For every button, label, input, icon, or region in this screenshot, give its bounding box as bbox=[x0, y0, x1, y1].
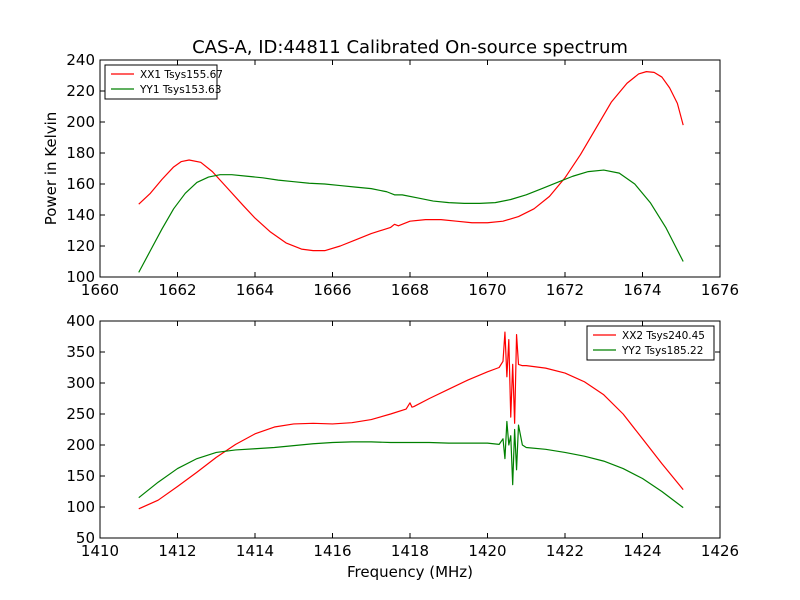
y-tick-label: 100 bbox=[66, 268, 95, 286]
y-tick-label: 100 bbox=[66, 498, 95, 516]
y-tick-label: 50 bbox=[76, 529, 95, 547]
x-tick-label: 1676 bbox=[701, 281, 739, 299]
chart-title: CAS-A, ID:44811 Calibrated On-source spe… bbox=[192, 37, 628, 58]
x-tick-label: 1416 bbox=[313, 542, 351, 560]
series-line-top-2 bbox=[138, 169, 684, 273]
legend-label: XX2 Tsys240.45 bbox=[622, 330, 705, 342]
legend-top: XX1 Tsys155.67 YY1 Tsys153.63 bbox=[104, 64, 223, 100]
legend-bottom: XX2 Tsys240.45 YY2 Tsys185.22 bbox=[586, 325, 715, 361]
x-tick-label: 1660 bbox=[81, 281, 119, 299]
y-tick-label: 300 bbox=[66, 374, 95, 392]
legend-frame bbox=[586, 325, 715, 361]
y-tick-label: 240 bbox=[66, 51, 95, 69]
series-line-bottom-1 bbox=[138, 331, 684, 510]
x-tick-label: 1666 bbox=[313, 281, 351, 299]
x-tick-label: 1426 bbox=[701, 542, 739, 560]
x-tick-label: 1662 bbox=[158, 281, 196, 299]
x-axis-label-bottom: Frequency (MHz) bbox=[347, 563, 473, 581]
plot-bottom: 1410 1412 1414 1416 1418 1420 1422 1424 1426 50 10… bbox=[66, 312, 739, 581]
y-tick-label: 160 bbox=[66, 175, 95, 193]
legend-label: YY2 Tsys185.22 bbox=[621, 345, 703, 357]
y-axis-label-top: Power in Kelvin bbox=[42, 112, 60, 226]
y-tick-label: 200 bbox=[66, 113, 95, 131]
x-tick-label: 1414 bbox=[236, 542, 274, 560]
x-tick-label: 1672 bbox=[546, 281, 584, 299]
legend-label: XX1 Tsys155.67 bbox=[140, 69, 223, 81]
x-tick-label: 1410 bbox=[81, 542, 119, 560]
x-tick-label: 1420 bbox=[468, 542, 506, 560]
x-tick-label: 1424 bbox=[623, 542, 661, 560]
legend-label: YY1 Tsys153.63 bbox=[139, 84, 221, 96]
x-tick-label: 1418 bbox=[391, 542, 429, 560]
plot-top: 1660 1662 1664 1666 1668 1670 1672 1674 1676 100 1… bbox=[42, 51, 739, 299]
y-tick-label: 200 bbox=[66, 436, 95, 454]
y-tick-label: 250 bbox=[66, 405, 95, 423]
y-tick-label: 120 bbox=[66, 237, 95, 255]
legend-frame bbox=[104, 64, 218, 100]
x-tick-label: 1664 bbox=[236, 281, 274, 299]
y-tick-label: 400 bbox=[66, 312, 95, 330]
x-tick-label: 1674 bbox=[623, 281, 661, 299]
y-tick-label: 180 bbox=[66, 144, 95, 162]
series-line-top-1 bbox=[138, 71, 684, 252]
y-tick-label: 350 bbox=[66, 343, 95, 361]
x-tick-label: 1668 bbox=[391, 281, 429, 299]
y-tick-label: 220 bbox=[66, 82, 95, 100]
y-tick-label: 140 bbox=[66, 206, 95, 224]
y-tick-label: 150 bbox=[66, 467, 95, 485]
x-tick-label: 1422 bbox=[546, 542, 584, 560]
x-tick-label: 1412 bbox=[158, 542, 196, 560]
series-line-bottom-2 bbox=[138, 420, 684, 509]
x-tick-label: 1670 bbox=[468, 281, 506, 299]
